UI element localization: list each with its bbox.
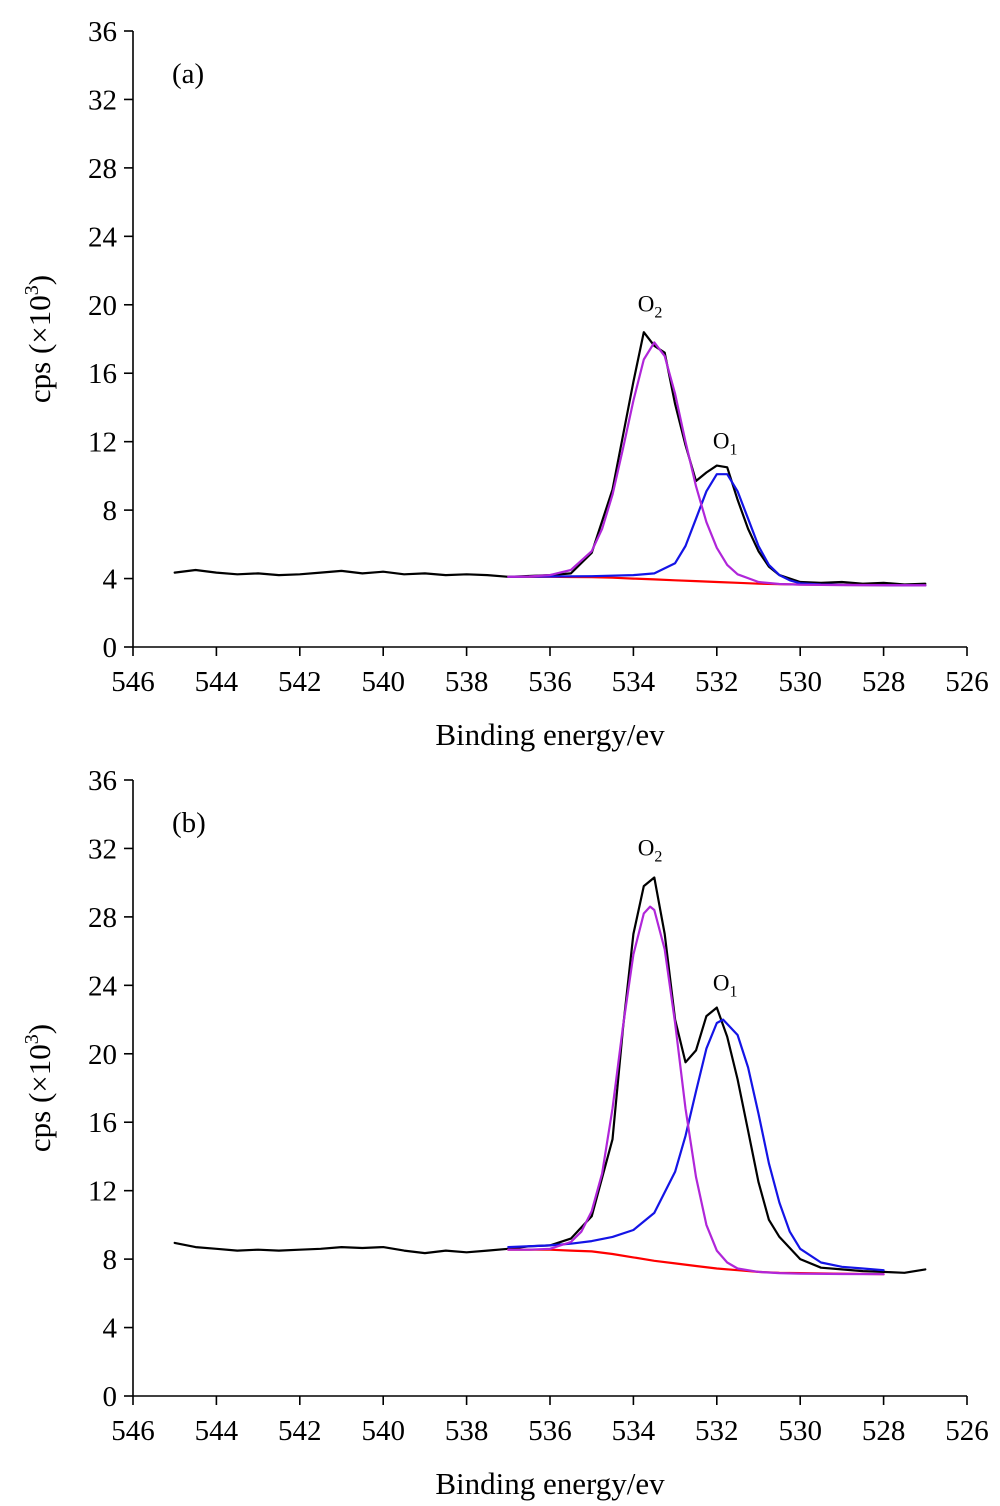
- y-tick-label: 24: [88, 221, 118, 253]
- x-tick-label: 536: [528, 1415, 572, 1447]
- x-axis-title: Binding energy/ev: [435, 717, 665, 752]
- y-tick-label: 32: [88, 84, 117, 116]
- y-tick-label: 4: [103, 564, 118, 596]
- y-axis-title-close: ): [22, 275, 57, 285]
- y-tick-label: 16: [88, 1107, 117, 1139]
- y-axis-title-exponent: 3: [21, 1034, 43, 1044]
- y-tick-label: 0: [103, 632, 118, 664]
- x-tick-label: 544: [195, 1415, 239, 1447]
- y-tick-label: 32: [88, 833, 117, 865]
- y-axis-title-base: cps (×10: [22, 1044, 57, 1152]
- y-axis-title-close: ): [22, 1024, 57, 1034]
- x-tick-label: 534: [612, 666, 656, 698]
- x-tick-label: 542: [278, 1415, 322, 1447]
- x-tick-label: 538: [445, 1415, 489, 1447]
- peak-label-subscript: 2: [654, 848, 662, 865]
- panel-label: (b): [172, 807, 206, 839]
- y-tick-label: 4: [103, 1313, 118, 1345]
- y-tick-label: 0: [103, 1381, 118, 1413]
- x-tick-label: 532: [695, 1415, 739, 1447]
- x-axis-title: Binding energy/ev: [435, 1466, 665, 1501]
- series-line-raw: [173, 876, 927, 1274]
- y-tick-label: 16: [88, 358, 117, 390]
- x-tick-label: 534: [612, 1415, 656, 1447]
- x-tick-label: 536: [528, 666, 572, 698]
- peak-label-o1: O1: [713, 429, 738, 459]
- series-line-o2-fit: [507, 905, 885, 1276]
- x-tick-label: 540: [361, 666, 405, 698]
- x-tick-label: 526: [945, 666, 989, 698]
- x-tick-label: 532: [695, 666, 739, 698]
- peak-label-o2: O2: [638, 292, 663, 322]
- y-tick-label: 24: [88, 970, 118, 1002]
- series-line-o1-fit: [507, 1018, 885, 1272]
- y-tick-label: 36: [88, 16, 117, 48]
- y-tick-label: 36: [88, 765, 117, 797]
- series-line-background: [507, 1248, 885, 1276]
- x-tick-label: 538: [445, 666, 489, 698]
- peak-label-base: O: [713, 970, 730, 995]
- peak-label-o1: O1: [713, 970, 738, 1000]
- y-tick-label: 12: [88, 427, 117, 459]
- x-tick-label: 546: [111, 666, 155, 698]
- panel-label: (a): [172, 58, 204, 90]
- y-axis-title: cps (×103): [21, 1024, 57, 1152]
- peak-label-o2: O2: [638, 835, 663, 865]
- y-tick-label: 20: [88, 1039, 117, 1071]
- peak-label-base: O: [638, 292, 655, 317]
- x-tick-label: 546: [111, 1415, 155, 1447]
- y-tick-label: 28: [88, 153, 117, 185]
- x-tick-label: 530: [778, 666, 822, 698]
- x-tick-label: 528: [862, 666, 906, 698]
- y-tick-label: 20: [88, 290, 117, 322]
- peak-label-subscript: 2: [654, 305, 662, 322]
- peak-label-base: O: [638, 835, 655, 860]
- x-tick-label: 528: [862, 1415, 906, 1447]
- y-tick-label: 12: [88, 1176, 117, 1208]
- y-tick-label: 28: [88, 902, 117, 934]
- x-tick-label: 530: [778, 1415, 822, 1447]
- series-line-raw: [173, 331, 927, 586]
- y-axis-title: cps (×103): [21, 275, 57, 403]
- x-tick-label: 544: [195, 666, 239, 698]
- x-tick-label: 542: [278, 666, 322, 698]
- y-axis-title-base: cps (×10: [22, 295, 57, 403]
- y-axis-title-exponent: 3: [21, 285, 43, 295]
- y-tick-label: 8: [103, 1244, 118, 1276]
- y-tick-label: 8: [103, 495, 118, 527]
- x-tick-label: 526: [945, 1415, 989, 1447]
- peak-label-subscript: 1: [729, 983, 737, 1000]
- x-tick-label: 540: [361, 1415, 405, 1447]
- peak-label-base: O: [713, 429, 730, 454]
- series-line-o2-fit: [507, 341, 927, 587]
- peak-label-subscript: 1: [729, 442, 737, 459]
